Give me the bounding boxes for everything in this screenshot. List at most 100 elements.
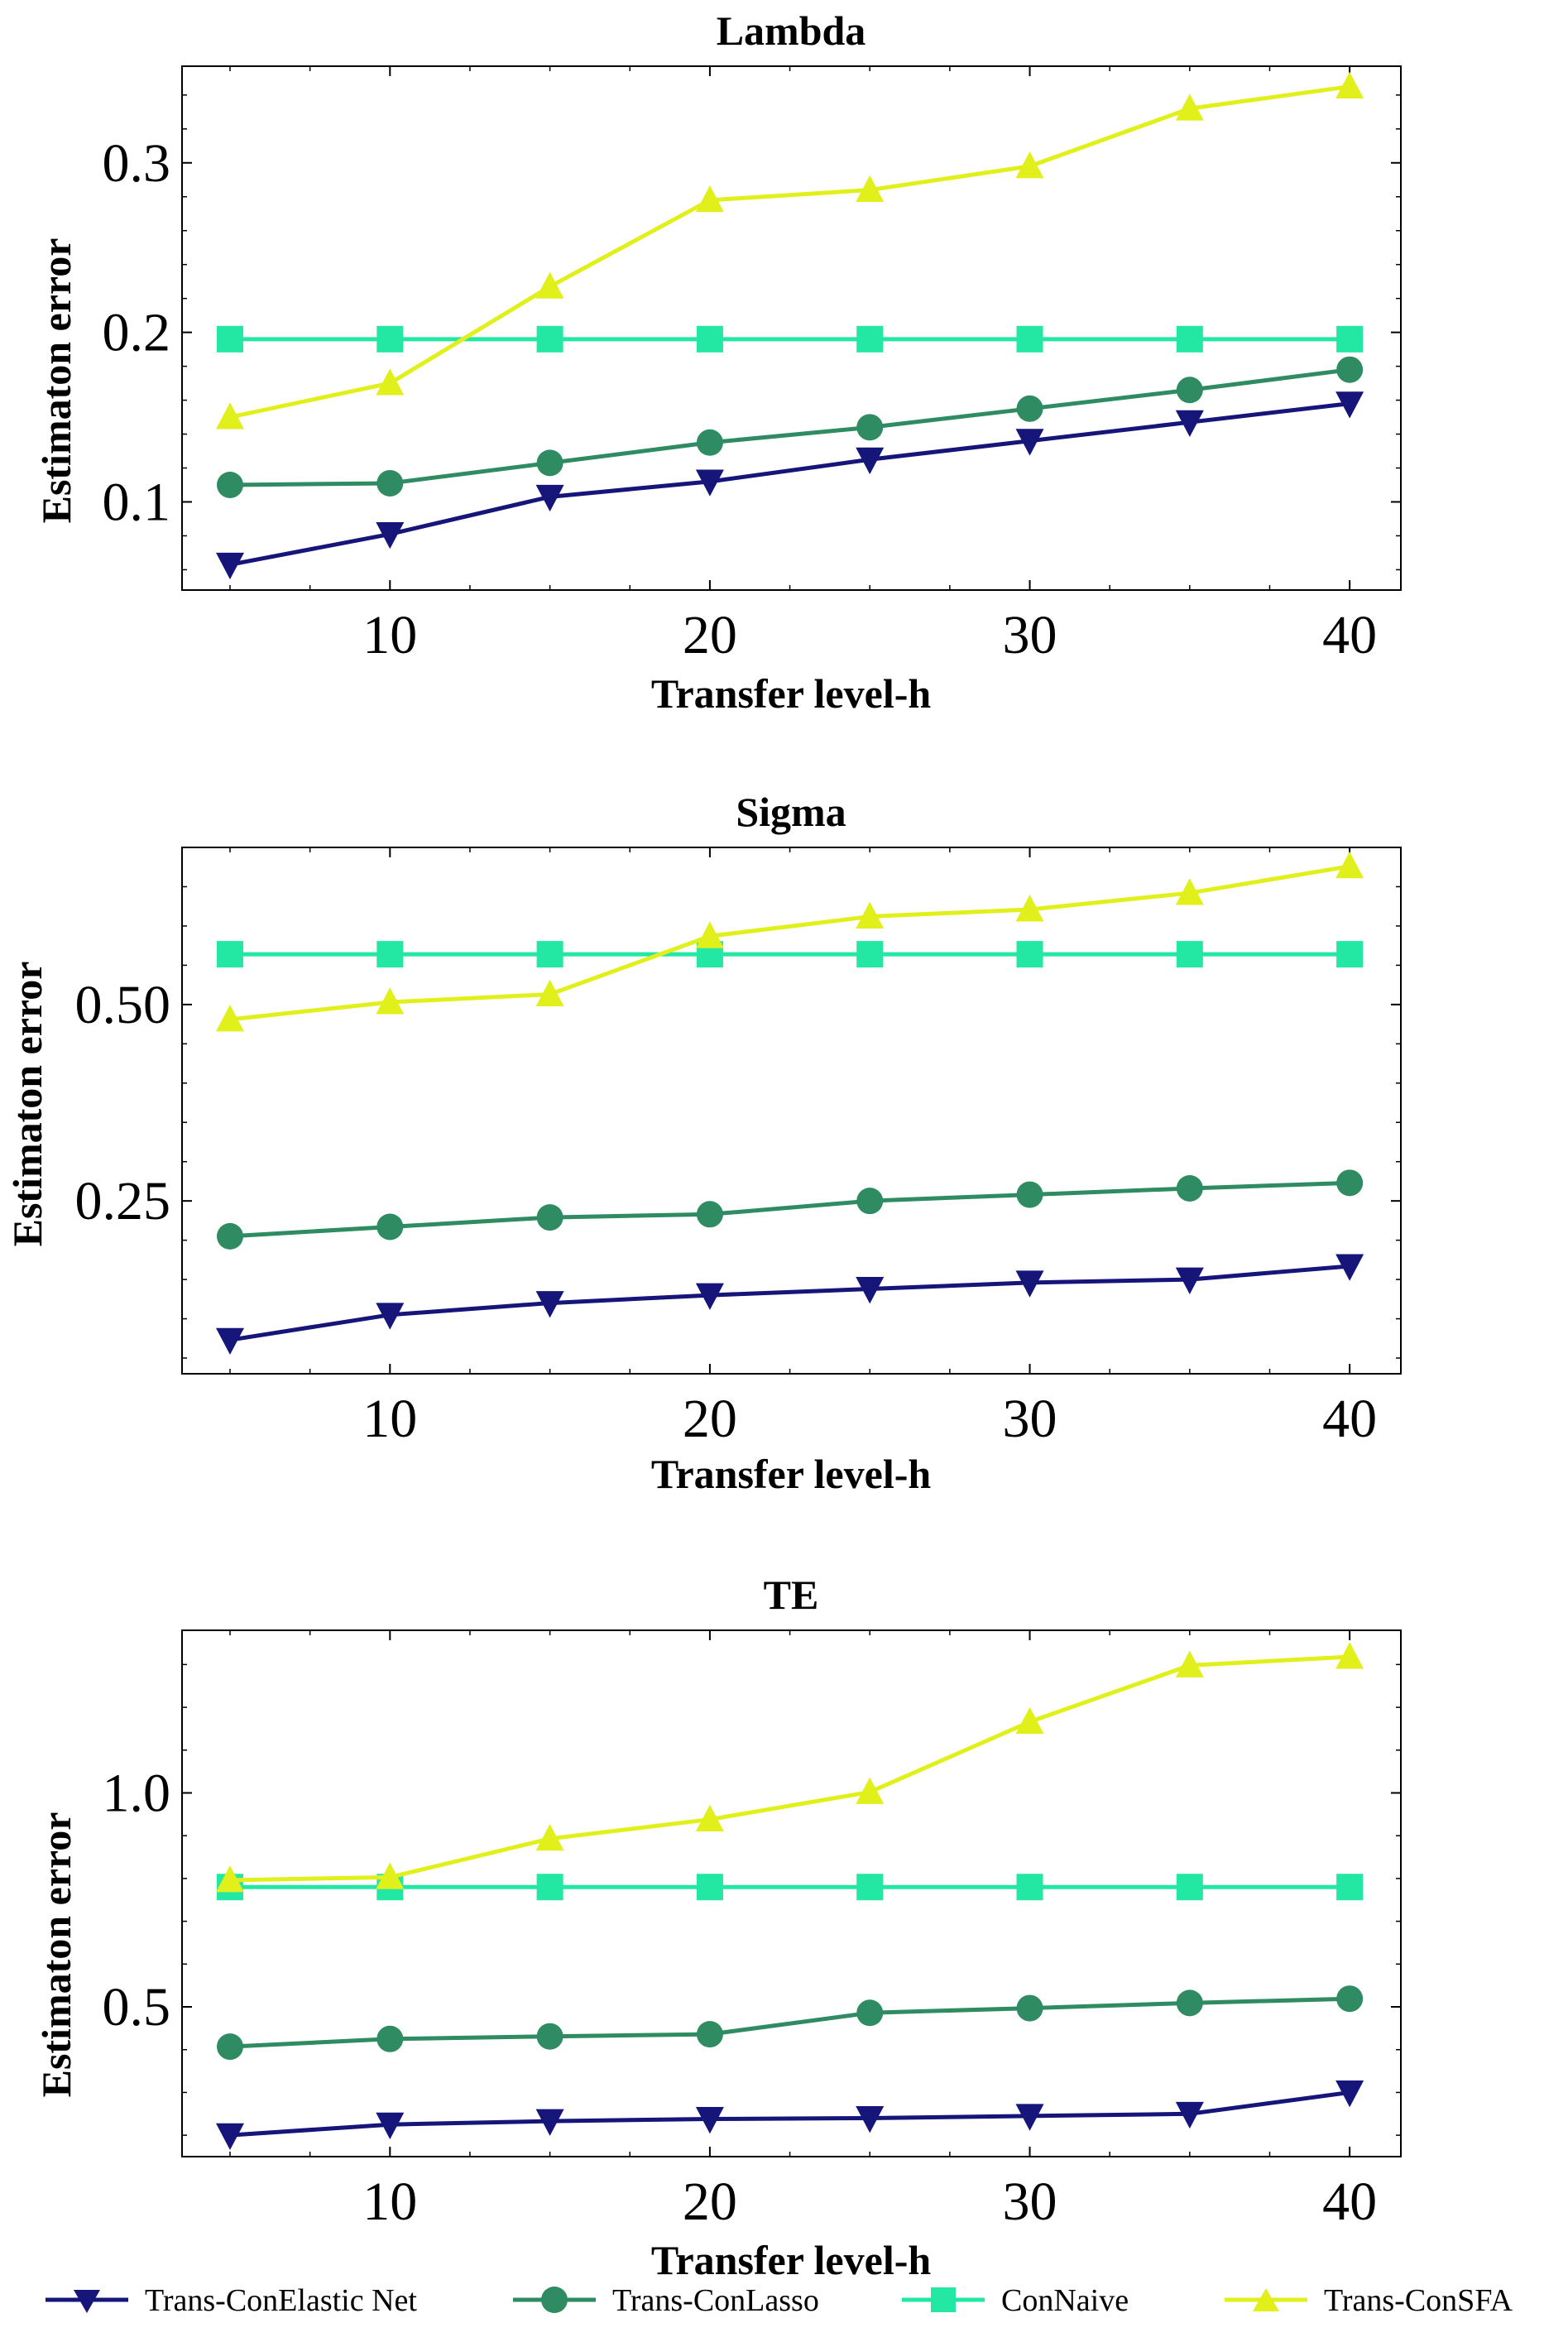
data-point-0 (215, 1865, 244, 1893)
data-point-0 (215, 1327, 244, 1356)
data-point-6 (1176, 1874, 1203, 1901)
y-tick-label: 0.50 (75, 975, 171, 1035)
legend: Trans-ConElastic Net Trans-ConLasso ConN… (46, 2283, 1513, 2318)
series-connaive (216, 1874, 1364, 1901)
data-point-6 (1176, 1174, 1203, 1202)
data-point-7 (1336, 1985, 1364, 2013)
data-point-3 (696, 1874, 723, 1901)
series-line (229, 84, 1350, 420)
data-point-1 (376, 941, 404, 968)
data-point-5 (1015, 2104, 1044, 2131)
series-trans-consfa (215, 851, 1364, 1032)
legend-label: Trans-ConLasso (612, 2283, 819, 2318)
data-point-0 (216, 2033, 243, 2061)
series-line (229, 1264, 1350, 1342)
series-trans-conelastic-net (215, 2080, 1364, 2150)
x-tick-label: 30 (1003, 2172, 1057, 2232)
data-point-7 (1335, 2080, 1364, 2108)
series-connaive (216, 325, 1364, 353)
data-point-4 (856, 325, 884, 353)
circle-marker-icon (541, 2287, 568, 2313)
data-point-5 (1015, 151, 1044, 179)
legend-item-trans-consfa: Trans-ConSFA (1225, 2283, 1513, 2318)
plot-frame (181, 847, 1402, 1375)
data-point-2 (536, 941, 563, 968)
data-point-2 (536, 1204, 563, 1231)
data-point-2 (535, 2109, 564, 2136)
x-axis-label: Transfer level-h (651, 670, 932, 717)
plot-frame (181, 1629, 1402, 2157)
data-point-6 (1176, 941, 1203, 968)
axes: 10 20 30 40 0.1 0.2 0.3 (103, 65, 1402, 665)
data-point-4 (856, 901, 885, 929)
series-trans-conlasso (216, 356, 1364, 498)
data-point-1 (376, 2112, 405, 2140)
data-point-3 (695, 1283, 724, 1310)
data-point-7 (1336, 325, 1364, 353)
data-point-3 (696, 429, 723, 456)
data-point-1 (376, 469, 404, 497)
series-line (229, 367, 1350, 487)
data-point-0 (216, 325, 243, 353)
x-tick-label: 40 (1322, 605, 1377, 665)
data-point-6 (1176, 1989, 1203, 2017)
data-point-0 (215, 1005, 244, 1032)
data-point-1 (376, 521, 405, 550)
x-tick-label: 10 (362, 605, 417, 665)
x-tick-label: 40 (1322, 2172, 1377, 2232)
data-point-5 (1015, 429, 1044, 456)
data-point-6 (1176, 325, 1203, 353)
y-tick-label: 0.2 (103, 303, 171, 363)
x-tick-label: 30 (1003, 605, 1057, 665)
data-point-4 (856, 447, 885, 475)
data-point-3 (696, 2021, 723, 2048)
data-point-1 (376, 2025, 404, 2052)
x-tick-label: 30 (1003, 1389, 1057, 1449)
data-point-4 (856, 414, 884, 441)
series-layer (215, 71, 1364, 580)
legend-label: Trans-ConSFA (1324, 2283, 1513, 2318)
data-point-5 (1016, 941, 1043, 968)
x-axis-label: Transfer level-h (651, 1451, 932, 1497)
data-point-5 (1016, 1874, 1043, 1901)
data-point-5 (1016, 1994, 1043, 2022)
plot-frame (181, 65, 1402, 591)
data-point-1 (376, 987, 405, 1015)
legend-item-trans-conlasso: Trans-ConLasso (513, 2283, 819, 2318)
data-point-2 (536, 1874, 563, 1901)
series-layer (215, 1642, 1364, 2150)
x-axis-label: Transfer level-h (651, 2237, 932, 2283)
data-point-3 (695, 469, 724, 497)
data-point-6 (1176, 377, 1203, 404)
data-point-2 (536, 2023, 563, 2050)
series-line (229, 864, 1350, 1022)
data-point-0 (215, 402, 244, 430)
square-marker-icon (931, 2287, 956, 2312)
data-point-3 (695, 2107, 724, 2134)
legend-label: ConNaive (1001, 2283, 1129, 2318)
series-trans-conelastic-net (215, 1254, 1364, 1356)
chart-title: Lambda (717, 7, 866, 54)
data-point-0 (216, 941, 243, 968)
series-trans-conelastic-net (215, 391, 1364, 580)
data-point-7 (1336, 1169, 1364, 1197)
data-point-3 (696, 1201, 723, 1228)
series-line (229, 1654, 1350, 1883)
data-point-7 (1335, 1254, 1364, 1281)
data-point-5 (1015, 895, 1044, 922)
data-point-0 (215, 552, 244, 580)
data-point-2 (535, 484, 564, 512)
data-point-1 (376, 368, 405, 396)
data-point-4 (856, 1777, 885, 1804)
data-point-4 (856, 175, 885, 202)
data-point-1 (376, 325, 404, 353)
series-line (229, 2090, 1350, 2138)
series-line (229, 401, 1350, 567)
data-point-0 (216, 471, 243, 498)
data-point-0 (216, 1222, 243, 1250)
data-point-4 (856, 1874, 884, 1901)
series-connaive (216, 941, 1364, 968)
y-axis-label: Estimaton error (33, 238, 79, 524)
